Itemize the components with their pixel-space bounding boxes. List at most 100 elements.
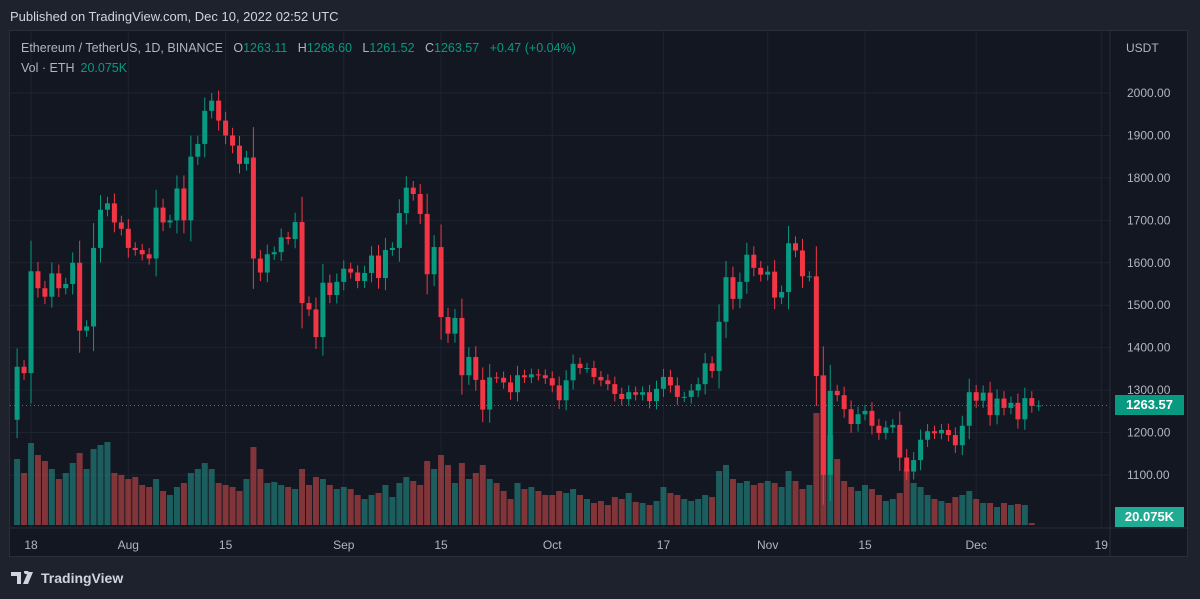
candle-body [612,384,618,394]
candle-body [264,254,270,273]
volume-bar [841,481,848,525]
candle-body [598,376,604,381]
volume-bar [896,493,903,525]
candle-body [257,258,263,273]
candle-body [139,250,145,255]
candle-body [49,273,55,297]
volume-bar [306,485,312,525]
candle-body [473,356,479,380]
tradingview-logo[interactable]: TradingView [11,570,123,586]
candle-body [654,388,659,402]
candle-body [403,187,409,214]
symbol-title[interactable]: Ethereum / TetherUS, 1D, BINANCE [21,41,223,55]
candle-body [396,213,402,248]
volume-bar [486,479,493,525]
candle-body [389,247,395,251]
candle-body [674,385,680,397]
candle-body [285,237,291,239]
candle-body [681,396,687,398]
volume-bar [90,449,97,525]
y-tick-label: 1300.00 [1127,383,1171,397]
volume-bar [368,495,375,525]
candle-body [70,262,76,284]
candle-body [973,392,979,401]
volume-bar [493,483,500,525]
candle-body [431,247,437,275]
candle-body [181,188,187,221]
volume-bar [924,495,931,525]
change-value: +0.47 (+0.04%) [489,41,576,55]
volume-bar [132,477,139,525]
candle-body [250,157,256,259]
x-tick-label: 15 [434,538,448,552]
volume-bar [952,497,959,525]
candle-body [584,368,590,370]
candle-body [292,222,298,239]
candle-body [160,207,166,223]
volume-bar [424,461,431,525]
volume-bar [868,489,875,525]
candle-body [125,228,131,248]
candle-body [938,429,944,434]
candle-body [369,255,375,273]
volume-bar [403,477,410,525]
candle-body [647,392,653,402]
x-tick-label: Sep [333,538,355,552]
volume-bar [48,469,55,525]
candle-body [765,271,771,275]
candle-body [730,277,736,299]
volume-bar [750,485,757,525]
candle-body [786,243,792,293]
high-value: 1268.60 [306,41,352,55]
volume-bar [743,481,750,525]
candle-body [528,374,534,378]
candle-body [21,366,27,374]
volume-bar [882,501,889,525]
volume-bar [736,483,743,525]
y-tick-label: 1700.00 [1127,213,1171,227]
volume-bar [980,503,987,525]
volume-bar [813,413,820,525]
volume-bar [146,487,153,525]
candle-body [306,303,312,310]
candle-body [320,282,326,338]
volume-bar [125,479,132,525]
candle-body [660,376,666,389]
volume-bar [1028,522,1035,525]
volume-bar [326,485,333,525]
currency-label: USDT [1126,41,1159,55]
candle-body [855,414,861,425]
volume-bar [361,499,368,525]
volume-bar [160,491,167,525]
candle-body [869,410,875,426]
x-tick-label: 15 [858,538,872,552]
candle-body [376,255,381,279]
candle-body [904,457,910,472]
volume-bar [208,469,215,525]
volume-bar [187,473,194,525]
candle-body [1022,398,1028,420]
volume-bar [778,487,785,525]
candle-body [751,254,757,268]
candle-body [28,271,34,374]
candle-body [890,424,896,428]
candle-body [77,262,83,331]
candle-body [313,309,319,338]
volume-bar [431,469,438,525]
candle-body [987,392,993,416]
volume-bar [945,503,952,525]
candle-body [56,273,62,289]
volume-label[interactable]: Vol · ETH [21,61,75,75]
volume-bar [1007,505,1014,525]
candle-body [862,410,868,415]
volume-bar [966,491,973,525]
open-label: O [233,41,244,55]
volume-bar [889,499,896,525]
volume-bar [396,483,403,525]
candle-body [84,326,90,331]
volume-bar [577,495,584,525]
y-tick-label: 2000.00 [1127,86,1171,100]
volume-bar [549,495,556,525]
candle-body [202,110,208,144]
